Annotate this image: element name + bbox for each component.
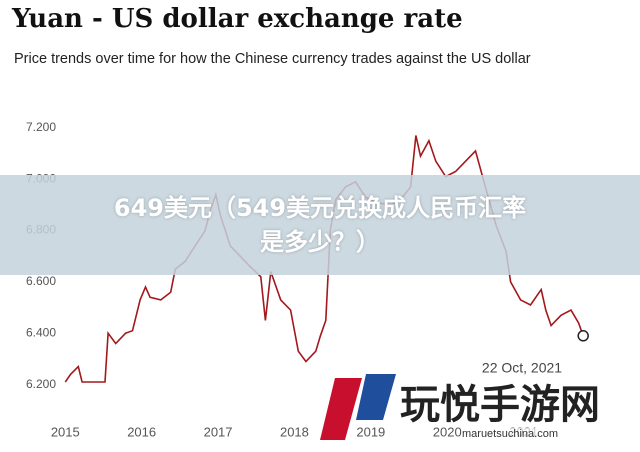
y-tick-label: 6.200 [26, 377, 56, 391]
overlay-title: 是多少？） [260, 228, 380, 256]
overlay-banner: 649美元（549美元兑换成人民币汇率 是多少？） [0, 175, 640, 275]
chart-subtitle: Price trends over time for how the Chine… [14, 51, 531, 67]
annotation: 22 Oct, 2021 [482, 360, 562, 376]
x-tick-label: 2016 [127, 424, 156, 439]
x-tick-label: 2020 [433, 424, 462, 439]
chart-title: Yuan - US dollar exchange rate [11, 4, 463, 34]
y-tick-label: 6.600 [26, 274, 56, 288]
overlay-title: 649美元（549美元兑换成人民币汇率 [113, 194, 527, 222]
x-tick-label: 2015 [51, 424, 80, 439]
logo-blue [356, 374, 396, 420]
x-tick-label: 2018 [280, 424, 309, 439]
logo-red [320, 378, 362, 440]
x-tick-label: 2017 [204, 424, 233, 439]
y-tick-label: 7.200 [26, 120, 56, 134]
watermark-site: maruetsuchina.com [462, 428, 558, 440]
x-tick-label: 2019 [356, 424, 385, 439]
watermark-brand: 玩悦手游网 [400, 381, 600, 428]
y-tick-label: 6.400 [26, 325, 56, 339]
end-marker [577, 330, 589, 342]
